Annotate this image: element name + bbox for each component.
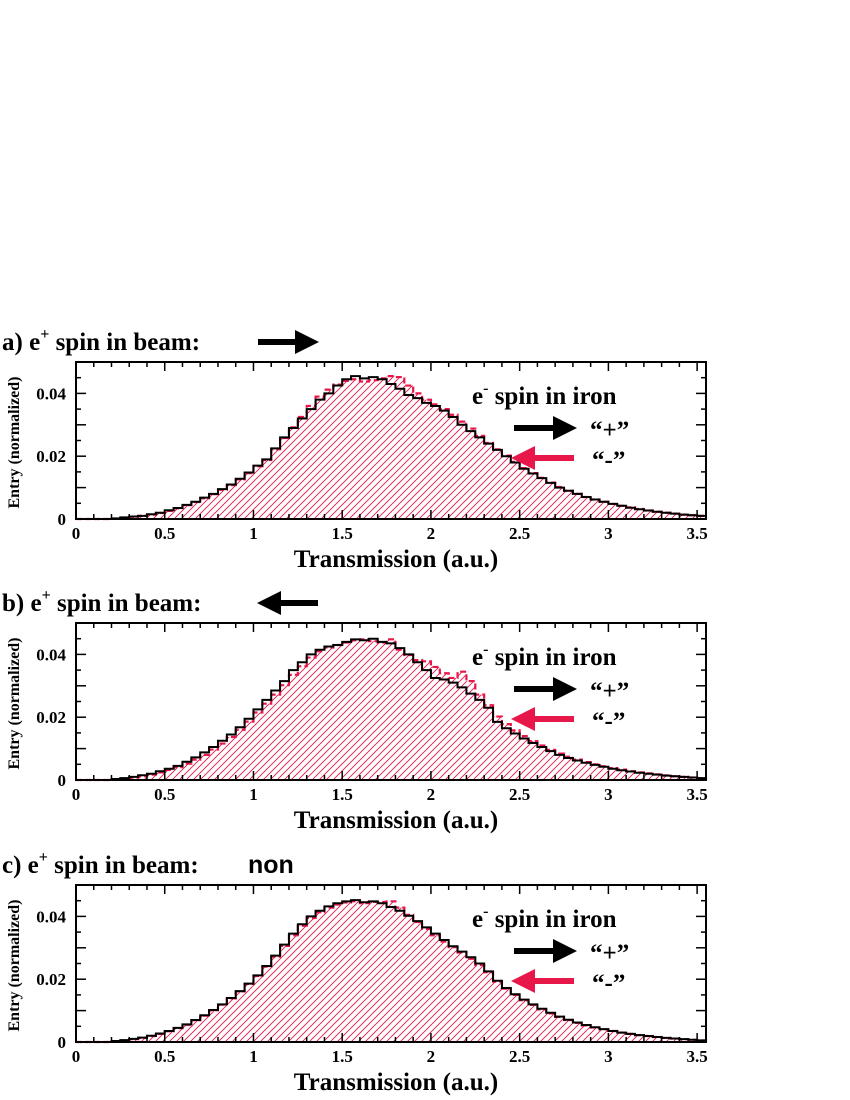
series-plus-line — [76, 899, 707, 1043]
panel-title: a) e+ spin in beam: — [2, 326, 200, 356]
panel-b: b) e+ spin in beam: 0 0.5 1 1.5 2 2.5 3 3.5 0 0.02… — [2, 587, 708, 834]
title-superscript: + — [39, 849, 48, 866]
title-particle: e — [28, 852, 39, 879]
y-tick-label: 0.04 — [36, 907, 66, 926]
x-tick-label: 1 — [249, 1047, 258, 1066]
x-tick-label: 2.5 — [509, 785, 530, 804]
x-tick-label: 2 — [427, 785, 436, 804]
series-plus-line — [76, 637, 707, 781]
x-tick-label: 0.5 — [154, 785, 175, 804]
x-tick-label: 3 — [604, 785, 613, 804]
y-tick-label: 0 — [58, 1033, 67, 1052]
y-axis-label: Entry (normalized) — [6, 900, 23, 1032]
title-superscript: + — [42, 587, 51, 604]
legend-plus-label: “+” — [590, 940, 629, 967]
title-text: spin in beam: — [49, 329, 200, 356]
y-tick-label: 0 — [58, 771, 67, 790]
y-tick-label: 0.02 — [36, 708, 66, 727]
x-tick-label: 0.5 — [154, 524, 175, 543]
legend-plus-label: “+” — [590, 417, 629, 444]
y-tick-label: 0.04 — [36, 384, 66, 403]
x-axis-label: Transmission (a.u.) — [294, 807, 498, 834]
title-text: spin in beam: — [51, 590, 202, 617]
x-tick-label: 1 — [249, 524, 258, 543]
x-tick-label: 0 — [72, 1047, 81, 1066]
y-tick-label: 0.02 — [36, 970, 66, 989]
x-tick-label: 3.5 — [687, 785, 708, 804]
x-tick-label: 3.5 — [687, 1047, 708, 1066]
x-tick-label: 3 — [604, 1047, 613, 1066]
x-tick-label: 1 — [249, 785, 258, 804]
panel-label: c) — [2, 852, 28, 879]
legend-minus-label: “-” — [592, 447, 625, 474]
series-minus-hatch — [76, 639, 706, 780]
x-tick-label: 1.5 — [332, 524, 353, 543]
title-superscript: + — [40, 326, 49, 343]
x-tick-label: 2 — [427, 1047, 436, 1066]
series-minus-line — [76, 638, 708, 782]
x-axis-label: Transmission (a.u.) — [294, 1069, 498, 1096]
legend-minus-label: “-” — [592, 970, 625, 997]
y-tick-label: 0.04 — [36, 645, 66, 664]
legend-title: e- spin in iron — [472, 641, 617, 671]
x-tick-label: 1.5 — [332, 1047, 353, 1066]
y-axis-label: Entry (normalized) — [6, 377, 23, 509]
title-suffix: non — [248, 851, 294, 879]
panel-title: c) e+ spin in beam: — [2, 849, 199, 879]
panel-title: b) e+ spin in beam: — [2, 587, 201, 617]
title-particle: e — [29, 329, 40, 356]
panel-c: c) e+ spin in beam: non 0 0.5 1 1.5 2 2.5 3 3.5 0 0… — [2, 849, 708, 1096]
legend-title: e- spin in iron — [472, 903, 617, 933]
x-tick-label: 1.5 — [332, 785, 353, 804]
legend-plus-label: “+” — [590, 678, 629, 705]
series-minus-hatch — [76, 901, 706, 1042]
y-tick-label: 0 — [58, 510, 67, 529]
x-tick-label: 2 — [427, 524, 436, 543]
x-tick-label: 2.5 — [509, 524, 530, 543]
legend: e- spin in iron “+” “-” — [472, 380, 629, 474]
legend-minus-label: “-” — [592, 708, 625, 735]
x-tick-label: 3 — [604, 524, 613, 543]
panel-label: b) — [2, 590, 30, 617]
legend: e- spin in iron “+” “-” — [472, 903, 629, 997]
y-tick-label: 0.02 — [36, 447, 66, 466]
legend: e- spin in iron “+” “-” — [472, 641, 629, 735]
series-plus-line — [76, 375, 707, 520]
panel-a: a) e+ spin in beam: 0 0.5 1 1.5 2 2.5 3 3.5 0 0.02… — [2, 326, 708, 573]
title-text: spin in beam: — [48, 852, 199, 879]
x-tick-label: 2.5 — [509, 1047, 530, 1066]
panel-label: a) — [2, 329, 29, 356]
x-tick-label: 3.5 — [687, 524, 708, 543]
x-tick-label: 0 — [72, 785, 81, 804]
legend-title: e- spin in iron — [472, 380, 617, 410]
title-particle: e — [30, 590, 41, 617]
x-tick-label: 0.5 — [154, 1047, 175, 1066]
x-tick-label: 0 — [72, 524, 81, 543]
y-axis-label: Entry (normalized) — [6, 638, 23, 770]
x-axis-label: Transmission (a.u.) — [294, 546, 498, 573]
